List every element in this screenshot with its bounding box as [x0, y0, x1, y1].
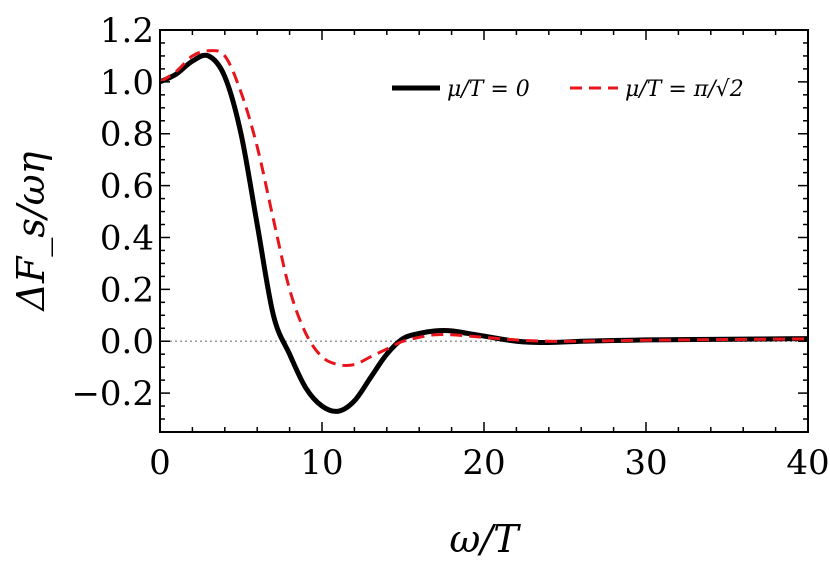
- series-layer: [160, 49, 808, 414]
- y-tick-label: 0.2: [100, 270, 154, 310]
- y-tick-label: −0.2: [71, 374, 154, 414]
- y-axis-title: ΔF_s/ωη: [9, 151, 54, 312]
- x-axis-title: ω/T: [449, 517, 521, 561]
- y-tick-label: 0.6: [100, 167, 154, 207]
- y-tick-label: 0.4: [100, 218, 154, 258]
- x-tick-label: 20: [462, 443, 505, 483]
- x-tick-label: 40: [786, 443, 829, 483]
- series-line-1: [160, 49, 808, 368]
- ticks-layer: [159, 29, 809, 433]
- y-tick-label: 1.0: [100, 63, 154, 103]
- y-tick-label: 0.0: [100, 322, 154, 362]
- legend-label: μ/T = π/√2: [625, 77, 744, 102]
- x-tick-label: 30: [624, 443, 667, 483]
- y-tick-label: 1.2: [100, 11, 154, 51]
- series-line-0: [160, 52, 808, 414]
- tick-labels-layer: 0 10 20 30 40 −0.2 0.0 0.2 0.4 0.6 0.8 1.0 1.2: [71, 11, 829, 483]
- y-tick-label: 0.8: [100, 115, 154, 155]
- x-tick-label: 0: [149, 443, 171, 483]
- legend-label: μ/T = 0: [447, 77, 530, 102]
- x-tick-label: 10: [300, 443, 343, 483]
- legend: μ/T = 0 μ/T = π/√2: [392, 77, 744, 102]
